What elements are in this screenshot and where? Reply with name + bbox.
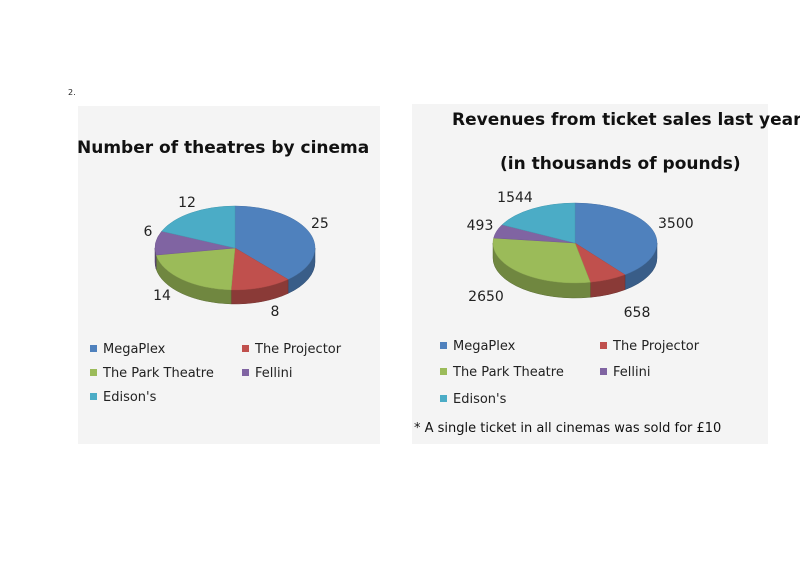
legend-swatch-edisons bbox=[90, 393, 97, 400]
theatres-chart-title: Number of theatres by cinema bbox=[77, 138, 370, 158]
legend-item-fellini-2: Fellini bbox=[600, 365, 650, 380]
revenue-label-edison-s: 1544 bbox=[497, 190, 533, 206]
legend-item-projector-2: The Projector bbox=[600, 339, 699, 354]
legend-swatch-park bbox=[90, 369, 97, 376]
legend-label-projector-2: The Projector bbox=[613, 339, 700, 354]
legend-swatch-fellini bbox=[242, 369, 249, 376]
legend-swatch-projector bbox=[242, 345, 249, 352]
revenue-label-the-park-theatre: 2650 bbox=[468, 289, 504, 305]
footnote: * A single ticket in all cinemas was sol… bbox=[414, 421, 722, 436]
legend-item-park-2: The Park Theatre bbox=[440, 365, 564, 380]
theatres-label-the-projector: 8 bbox=[271, 304, 280, 320]
legend-label-park-2: The Park Theatre bbox=[453, 365, 564, 380]
revenue-label-megaplex: 3500 bbox=[658, 216, 694, 232]
legend-item-edisons: Edison's bbox=[90, 390, 156, 405]
legend-item-projector: The Projector bbox=[242, 342, 341, 357]
legend-label-megaplex-2: MegaPlex bbox=[453, 339, 516, 354]
legend-item-edisons-2: Edison's bbox=[440, 392, 506, 407]
legend-swatch-park-2 bbox=[440, 368, 447, 375]
legend-item-megaplex: MegaPlex bbox=[90, 342, 165, 357]
theatres-slice-megaplex bbox=[234, 205, 316, 280]
legend-label-edisons: Edison's bbox=[103, 390, 157, 405]
revenue-chart-title: Revenues from ticket sales last year bbox=[452, 110, 800, 130]
theatres-label-the-park-theatre: 14 bbox=[153, 288, 171, 304]
revenue-slice-megaplex bbox=[574, 202, 658, 275]
revenue-label-fellini: 493 bbox=[467, 218, 494, 234]
revenue-slice-edison-s bbox=[501, 202, 576, 244]
legend-label-projector: The Projector bbox=[255, 342, 342, 357]
legend-label-fellini-2: Fellini bbox=[613, 365, 651, 380]
legend-item-park: The Park Theatre bbox=[90, 366, 214, 381]
revenue-label-the-projector: 658 bbox=[624, 305, 651, 321]
legend-item-megaplex-2: MegaPlex bbox=[440, 339, 515, 354]
theatres-slice-the-projector bbox=[230, 247, 289, 291]
legend-label-edisons-2: Edison's bbox=[453, 392, 507, 407]
legend-label-fellini: Fellini bbox=[255, 366, 293, 381]
legend-swatch-projector-2 bbox=[600, 342, 607, 349]
revenue-chart-subtitle: (in thousands of pounds) bbox=[500, 154, 741, 174]
legend-swatch-megaplex-2 bbox=[440, 342, 447, 349]
theatres-label-edison-s: 12 bbox=[178, 195, 196, 211]
theatres-slice-edison-s bbox=[161, 205, 236, 249]
legend-label-megaplex: MegaPlex bbox=[103, 342, 166, 357]
revenue-slice-the-park-theatre bbox=[492, 237, 591, 284]
legend-swatch-edisons-2 bbox=[440, 395, 447, 402]
theatres-label-megaplex: 25 bbox=[311, 216, 329, 232]
legend-label-park: The Park Theatre bbox=[103, 366, 214, 381]
theatres-label-fellini: 6 bbox=[144, 224, 153, 240]
legend-item-fellini: Fellini bbox=[242, 366, 292, 381]
legend-swatch-fellini-2 bbox=[600, 368, 607, 375]
theatres-slice-the-park-theatre bbox=[155, 247, 236, 291]
page-number: 2. bbox=[68, 88, 76, 97]
legend-swatch-megaplex bbox=[90, 345, 97, 352]
